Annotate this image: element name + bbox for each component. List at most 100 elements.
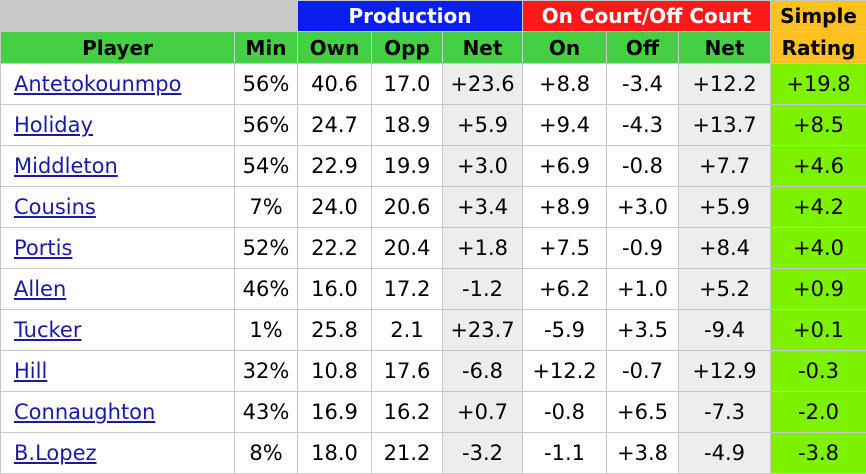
player-link[interactable]: Hill <box>14 359 48 383</box>
player-cell: Middleton <box>0 145 235 187</box>
net-cell: +3.4 <box>442 186 523 228</box>
player-link[interactable]: Tucker <box>14 318 82 342</box>
opp-cell: 20.6 <box>371 186 443 228</box>
player-cell: Allen <box>0 268 235 310</box>
opp-cell: 17.2 <box>371 268 443 310</box>
on-off-net-cell: -9.4 <box>678 309 771 351</box>
player-link[interactable]: Middleton <box>14 154 118 178</box>
column-header-own: Own <box>297 31 372 64</box>
column-header-min: Min <box>234 31 298 64</box>
off-cell: +1.0 <box>606 268 679 310</box>
on-off-net-cell: +12.2 <box>678 63 771 105</box>
min-cell: 56% <box>234 63 298 105</box>
rating-cell: +8.5 <box>770 104 866 146</box>
on-cell: +6.9 <box>522 145 607 187</box>
on-cell: +8.8 <box>522 63 607 105</box>
opp-cell: 19.9 <box>371 145 443 187</box>
net-cell: -6.8 <box>442 350 523 392</box>
net-cell: +0.7 <box>442 391 523 433</box>
column-header-rating: Rating <box>770 31 866 64</box>
min-cell: 32% <box>234 350 298 392</box>
player-link[interactable]: Allen <box>14 277 67 301</box>
group-header-production: Production <box>297 0 523 32</box>
min-cell: 1% <box>234 309 298 351</box>
opp-cell: 20.4 <box>371 227 443 269</box>
player-link[interactable]: B.Lopez <box>14 441 97 465</box>
table-row: Hill 32% 10.8 17.6 -6.8 +12.2 -0.7 +12.9… <box>0 350 866 392</box>
net-cell: -3.2 <box>442 432 523 474</box>
on-off-net-cell: +13.7 <box>678 104 771 146</box>
off-cell: -0.8 <box>606 145 679 187</box>
player-link[interactable]: Connaughton <box>14 400 156 424</box>
player-link[interactable]: Portis <box>14 236 73 260</box>
table-row: Connaughton 43% 16.9 16.2 +0.7 -0.8 +6.5… <box>0 391 866 433</box>
player-cell: Connaughton <box>0 391 235 433</box>
min-cell: 43% <box>234 391 298 433</box>
rating-cell: +0.9 <box>770 268 866 310</box>
rating-cell: +0.1 <box>770 309 866 351</box>
own-cell: 10.8 <box>297 350 372 392</box>
own-cell: 22.2 <box>297 227 372 269</box>
column-header-player: Player <box>0 31 235 64</box>
table-row: Holiday 56% 24.7 18.9 +5.9 +9.4 -4.3 +13… <box>0 104 866 146</box>
table-row: Middleton 54% 22.9 19.9 +3.0 +6.9 -0.8 +… <box>0 145 866 187</box>
on-off-net-cell: +5.9 <box>678 186 771 228</box>
table-row: Allen 46% 16.0 17.2 -1.2 +6.2 +1.0 +5.2 … <box>0 268 866 310</box>
rating-cell: +4.0 <box>770 227 866 269</box>
opp-cell: 2.1 <box>371 309 443 351</box>
player-link[interactable]: Holiday <box>14 113 93 137</box>
on-off-net-cell: +12.9 <box>678 350 771 392</box>
opp-cell: 17.0 <box>371 63 443 105</box>
off-cell: -0.9 <box>606 227 679 269</box>
own-cell: 16.9 <box>297 391 372 433</box>
rating-cell: -3.8 <box>770 432 866 474</box>
own-cell: 24.0 <box>297 186 372 228</box>
off-cell: +3.5 <box>606 309 679 351</box>
opp-cell: 16.2 <box>371 391 443 433</box>
net-cell: -1.2 <box>442 268 523 310</box>
player-cell: Tucker <box>0 309 235 351</box>
rating-cell: +4.2 <box>770 186 866 228</box>
on-cell: +12.2 <box>522 350 607 392</box>
min-cell: 52% <box>234 227 298 269</box>
on-cell: -0.8 <box>522 391 607 433</box>
min-cell: 8% <box>234 432 298 474</box>
column-header-row: Player Min Own Opp Net On Off Net Rating <box>0 31 866 64</box>
player-cell: Holiday <box>0 104 235 146</box>
own-cell: 22.9 <box>297 145 372 187</box>
net-cell: +23.7 <box>442 309 523 351</box>
on-cell: +9.4 <box>522 104 607 146</box>
group-header-row: Production On Court/Off Court Simple <box>0 0 866 32</box>
rating-cell: -2.0 <box>770 391 866 433</box>
on-off-net-cell: +8.4 <box>678 227 771 269</box>
on-cell: -1.1 <box>522 432 607 474</box>
group-header-blank <box>0 0 298 32</box>
opp-cell: 21.2 <box>371 432 443 474</box>
net-cell: +23.6 <box>442 63 523 105</box>
table-row: Portis 52% 22.2 20.4 +1.8 +7.5 -0.9 +8.4… <box>0 227 866 269</box>
net-cell: +5.9 <box>442 104 523 146</box>
table-row: Antetokounmpo 56% 40.6 17.0 +23.6 +8.8 -… <box>0 63 866 105</box>
group-header-on-off-court: On Court/Off Court <box>522 0 771 32</box>
table-row: B.Lopez 8% 18.0 21.2 -3.2 -1.1 +3.8 -4.9… <box>0 432 866 474</box>
column-header-off: Off <box>606 31 679 64</box>
own-cell: 24.7 <box>297 104 372 146</box>
off-cell: +3.0 <box>606 186 679 228</box>
player-cell: Antetokounmpo <box>0 63 235 105</box>
net-cell: +1.8 <box>442 227 523 269</box>
off-cell: -3.4 <box>606 63 679 105</box>
table-row: Tucker 1% 25.8 2.1 +23.7 -5.9 +3.5 -9.4 … <box>0 309 866 351</box>
on-off-net-cell: +5.2 <box>678 268 771 310</box>
player-link[interactable]: Cousins <box>14 195 96 219</box>
player-cell: Hill <box>0 350 235 392</box>
column-header-on-off-net: Net <box>678 31 771 64</box>
off-cell: -0.7 <box>606 350 679 392</box>
opp-cell: 18.9 <box>371 104 443 146</box>
group-header-simple: Simple <box>770 0 866 32</box>
on-off-net-cell: -4.9 <box>678 432 771 474</box>
off-cell: +6.5 <box>606 391 679 433</box>
player-cell: B.Lopez <box>0 432 235 474</box>
own-cell: 16.0 <box>297 268 372 310</box>
player-link[interactable]: Antetokounmpo <box>14 72 182 96</box>
